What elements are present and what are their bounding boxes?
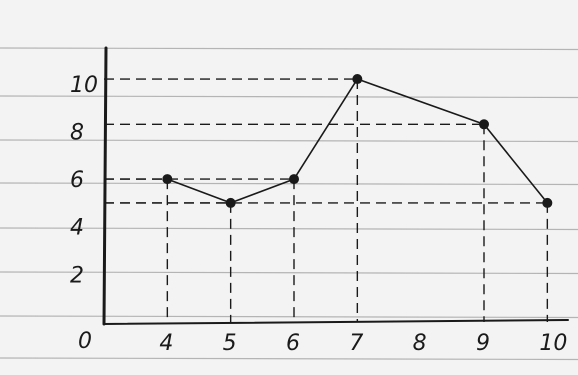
y-tick-label: 4 <box>70 216 84 241</box>
data-points <box>162 74 553 208</box>
series-line <box>167 78 548 204</box>
y-tick-label: 8 <box>70 120 84 145</box>
y-axis <box>102 46 108 326</box>
x-tick-label: 7 <box>349 331 363 356</box>
origin-label: 0 <box>78 329 92 354</box>
y-tick-label: 6 <box>70 168 84 193</box>
ruled-line <box>0 182 578 186</box>
ruled-line <box>0 95 578 99</box>
data-point <box>542 197 553 208</box>
ruled-line <box>0 139 578 143</box>
ruled-line <box>0 271 578 275</box>
ruled-line <box>0 357 578 361</box>
axes <box>102 46 569 326</box>
ruled-line <box>0 47 578 51</box>
data-point <box>479 119 489 130</box>
line-series <box>167 78 548 204</box>
x-tick-label: 9 <box>476 331 490 356</box>
ruled-line <box>0 227 578 231</box>
y-tick-labels: 2 4 6 8 10 0 <box>70 73 98 354</box>
ruled-lines <box>0 47 578 361</box>
x-tick-label: 4 <box>159 331 173 356</box>
y-tick-label: 2 <box>70 263 84 288</box>
data-point <box>289 174 299 185</box>
x-axis <box>103 319 569 325</box>
data-point <box>352 74 363 85</box>
x-tick-labels: 4 5 6 7 8 9 10 <box>159 331 567 356</box>
data-point <box>162 174 173 185</box>
y-tick-label: 10 <box>70 73 98 98</box>
x-tick-label: 5 <box>223 331 237 356</box>
data-point <box>225 197 236 208</box>
x-tick-label: 10 <box>539 331 567 356</box>
dashed-guides <box>104 78 549 322</box>
x-tick-label: 8 <box>413 331 427 356</box>
x-tick-label: 6 <box>286 331 300 356</box>
ruled-line <box>0 315 578 319</box>
